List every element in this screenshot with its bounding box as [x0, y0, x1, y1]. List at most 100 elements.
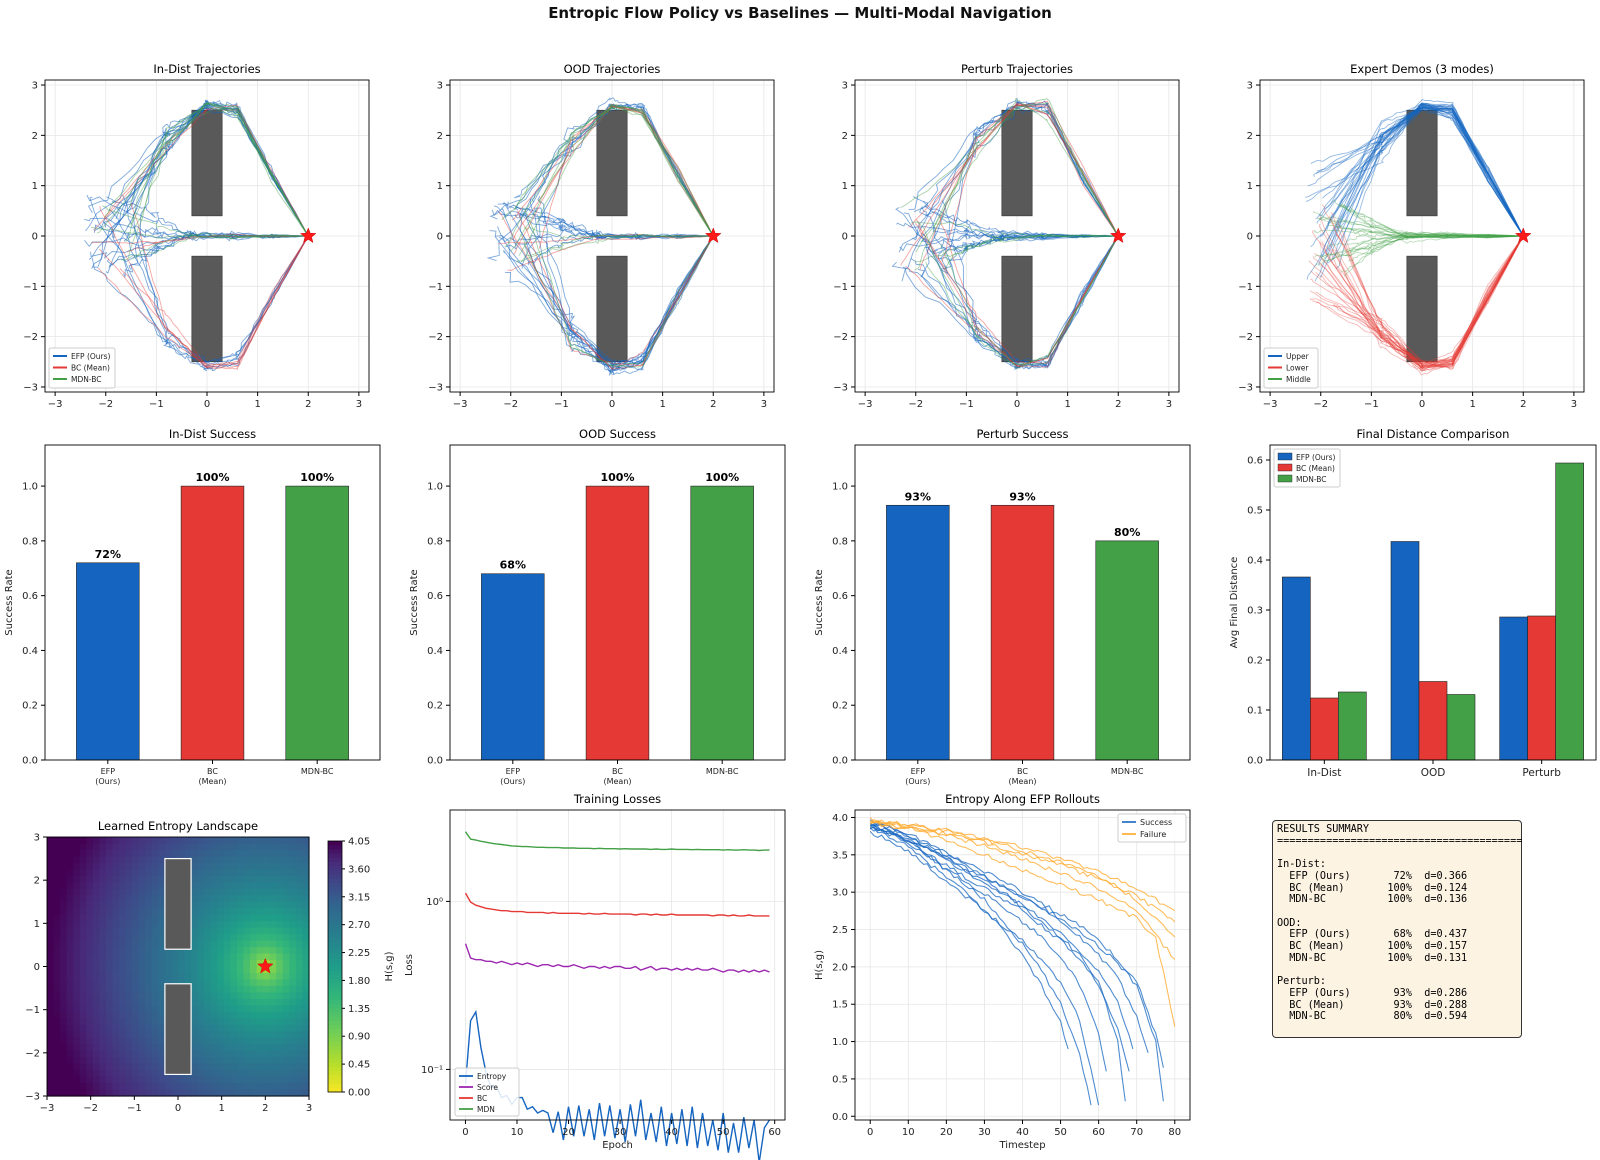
heatmap-cell	[86, 1031, 94, 1039]
heatmap-cell	[60, 1083, 68, 1091]
heatmap-cell	[73, 1018, 81, 1026]
heatmap-cell	[230, 1070, 238, 1078]
heatmap-cell	[210, 966, 218, 974]
heatmap-cell	[145, 1044, 153, 1052]
panel-title: Training Losses	[573, 792, 661, 806]
heatmap-cell	[223, 940, 231, 948]
heatmap-cell	[210, 856, 218, 864]
heatmap-cell	[243, 960, 251, 968]
heatmap-cell	[119, 947, 127, 955]
heatmap-cell	[217, 940, 225, 948]
heatmap-cell	[243, 856, 251, 864]
heatmap-cell	[53, 856, 61, 864]
heatmap-cell	[289, 953, 297, 961]
heatmap-cell	[178, 972, 186, 981]
heatmap-cell	[53, 901, 61, 909]
x-tick-label: −2	[98, 399, 113, 410]
y-tick-label: 0.1	[1247, 706, 1263, 717]
heatmap-cell	[282, 1057, 290, 1065]
heatmap-cell	[47, 1018, 55, 1026]
heatmap-cell	[217, 843, 225, 851]
heatmap-cell	[191, 1070, 199, 1078]
heatmap-cell	[250, 908, 258, 916]
y-tick-label: −2	[25, 1048, 40, 1059]
heatmap-cell	[92, 1083, 100, 1091]
bar-value-label: 100%	[601, 471, 635, 484]
heatmap-cell	[302, 1089, 310, 1097]
heatmap-cell	[92, 843, 100, 851]
heatmap-cell	[112, 914, 120, 922]
heatmap-cell	[47, 1063, 55, 1071]
heatmap-cell	[164, 947, 173, 955]
heatmap-cell	[295, 998, 304, 1006]
heatmap-cell	[263, 927, 271, 935]
heatmap-cell	[79, 882, 87, 890]
heatmap-cell	[243, 849, 251, 858]
heatmap-cell	[282, 998, 290, 1006]
heatmap-cell	[171, 979, 179, 987]
colorbar-segment	[328, 1054, 342, 1060]
heatmap-cell	[86, 1044, 94, 1052]
heatmap-cell	[132, 953, 140, 961]
heatmap-cell	[86, 921, 94, 929]
trajectory-line	[97, 235, 309, 368]
heatmap-cell	[125, 940, 133, 948]
trajectory-line	[538, 105, 714, 249]
heatmap-cell	[282, 934, 290, 942]
heatmap-cell	[191, 849, 199, 858]
heatmap-cell	[223, 1063, 231, 1071]
colorbar-segment	[328, 945, 342, 951]
x-tick-label: 0	[1419, 399, 1425, 410]
heatmap-cell	[79, 1076, 87, 1084]
heatmap-cell	[204, 895, 212, 903]
heatmap-cell	[145, 1011, 153, 1019]
heatmap-cell	[73, 901, 81, 909]
heatmap-cell	[73, 979, 81, 987]
heatmap-cell	[191, 940, 199, 948]
bar	[585, 485, 650, 761]
trajectory-line	[910, 221, 1119, 243]
heatmap-cell	[295, 953, 304, 961]
colorbar-label: H(s,g)	[384, 951, 395, 981]
y-tick-label: 4.0	[832, 813, 848, 824]
heatmap-cell	[105, 869, 114, 877]
colorbar-tick-label: 1.35	[348, 1004, 370, 1015]
heatmap-cell	[158, 856, 166, 864]
heatmap-cell	[289, 901, 297, 909]
heatmap-cell	[223, 1083, 231, 1091]
heatmap-cell	[178, 1076, 186, 1084]
heatmap-cell	[145, 849, 153, 858]
heatmap-cell	[132, 882, 140, 890]
heatmap-cell	[178, 960, 186, 968]
heatmap-cell	[47, 979, 55, 987]
heatmap-cell	[269, 901, 277, 909]
heatmap-cell	[92, 849, 100, 858]
heatmap-cell	[92, 856, 100, 864]
heatmap-cell	[276, 882, 284, 890]
heatmap-cell	[92, 998, 100, 1006]
heatmap-cell	[302, 979, 310, 987]
trajectory-line	[1318, 223, 1524, 370]
heatmap-cell	[230, 998, 238, 1006]
heatmap-cell	[53, 837, 61, 845]
heatmap-cell	[92, 862, 100, 870]
heatmap-cell	[269, 908, 277, 916]
heatmap-cell	[197, 1070, 205, 1078]
heatmap-cell	[132, 972, 140, 981]
legend-label: Middle	[1286, 375, 1311, 384]
trajectory-line	[1326, 106, 1524, 255]
heatmap-cell	[119, 1083, 127, 1091]
heatmap-cell	[73, 1050, 81, 1058]
heatmap-cell	[223, 934, 231, 942]
heatmap-cell	[132, 888, 140, 896]
heatmap-cell	[230, 1005, 238, 1013]
heatmap-cell	[302, 1005, 310, 1013]
heatmap-cell	[138, 1089, 146, 1097]
trajectory-line	[1315, 235, 1524, 366]
y-tick-label: 0.8	[832, 536, 848, 547]
heatmap-cell	[217, 1031, 225, 1039]
trajectory-line	[511, 104, 714, 237]
heatmap-cell	[263, 1005, 271, 1013]
heatmap-cell	[197, 869, 205, 877]
